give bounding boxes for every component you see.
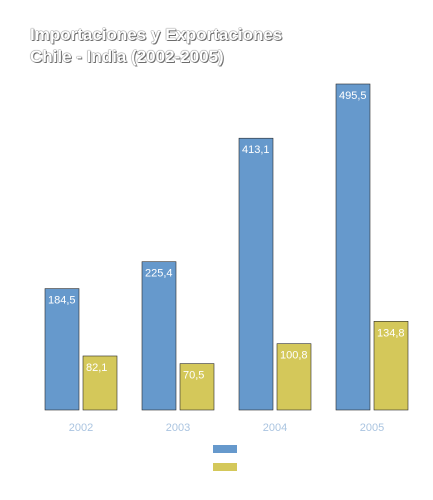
- data-label-2004-series-1: 413,1: [242, 144, 270, 156]
- x-tick-label-2003: 2003: [166, 422, 190, 434]
- data-label-2002-series-2: 82,1: [86, 362, 107, 374]
- chart-title: Importaciones y Exportaciones Chile - In…: [30, 24, 410, 68]
- bar-2003-series-1: [141, 261, 177, 411]
- bar-2004-series-1: [238, 137, 274, 411]
- data-label-2002-series-1: 184,5: [48, 295, 76, 307]
- bar-2002-series-1: [44, 288, 80, 411]
- legend-swatch-series-2: [213, 463, 237, 471]
- legend-swatch-series-1: [213, 445, 237, 453]
- x-tick-label-2004: 2004: [263, 422, 287, 434]
- data-label-2003-series-1: 225,4: [145, 268, 173, 280]
- bar-2004-series-2: [276, 343, 312, 411]
- chart-title-line-1: Importaciones y Exportaciones: [30, 25, 283, 44]
- data-label-2003-series-2: 70,5: [183, 370, 204, 382]
- chart-title-line-2: Chile - India (2002-2005): [30, 47, 224, 66]
- data-label-2005-series-1: 495,5: [339, 90, 367, 102]
- data-label-2005-series-2: 134,8: [377, 327, 405, 339]
- bar-2005-series-2: [373, 321, 409, 411]
- bar-2002-series-2: [82, 355, 118, 411]
- bar-2003-series-2: [179, 363, 215, 411]
- data-label-2004-series-2: 100,8: [280, 350, 308, 362]
- x-tick-label-2002: 2002: [69, 422, 93, 434]
- bar-2005-series-1: [335, 83, 371, 411]
- x-tick-label-2005: 2005: [360, 422, 384, 434]
